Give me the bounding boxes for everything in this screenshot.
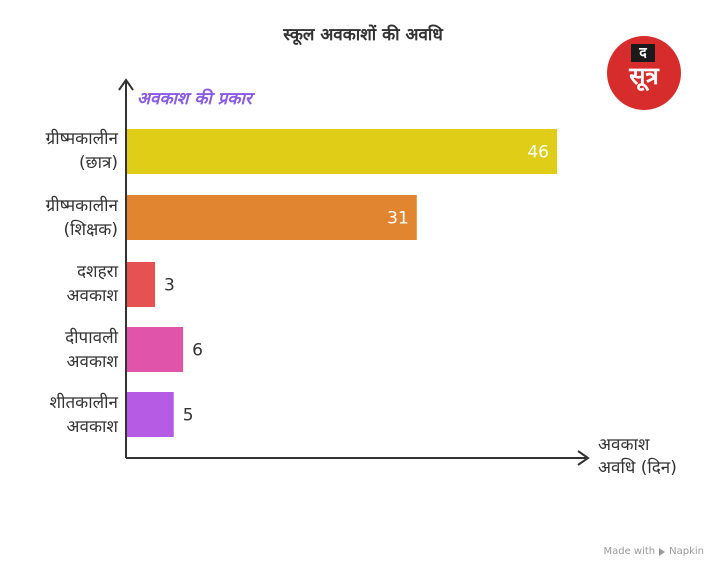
- logo-top-text: द: [631, 44, 655, 62]
- bar-value-label-3: 6: [192, 341, 203, 361]
- category-label-line: अवकाश: [66, 352, 118, 372]
- category-label-line: दीपावली: [65, 328, 118, 348]
- napkin-brand: Napkin: [669, 546, 704, 557]
- category-label-diwali: दीपावली अवकाश: [8, 326, 118, 374]
- x-axis-arrow: [577, 450, 590, 466]
- category-label-summer-students: ग्रीष्मकालीन (छात्र): [8, 127, 118, 175]
- bar-value-label-4: 5: [183, 406, 194, 426]
- category-label-line: अवकाश: [66, 417, 118, 437]
- category-label-line: (छात्र): [79, 153, 118, 173]
- napkin-icon: [659, 547, 666, 556]
- category-label-line: ग्रीष्मकालीन: [45, 196, 118, 216]
- category-label-dussehra: दशहरा अवकाश: [8, 260, 118, 308]
- category-label-line: ग्रीष्मकालीन: [45, 129, 118, 149]
- bar-2: [127, 262, 156, 307]
- x-axis-label-line: अवकाश: [598, 435, 650, 455]
- category-label-line: शीतकालीन: [49, 393, 118, 413]
- bar-1: [127, 195, 417, 240]
- bar-value-label-1: 31: [387, 209, 409, 229]
- category-label-line: (शिक्षक): [63, 220, 118, 240]
- bar-0: [127, 129, 557, 174]
- bar-value-label-0: 46: [527, 143, 549, 163]
- category-label-winter: शीतकालीन अवकाश: [8, 391, 118, 439]
- category-label-summer-teachers: ग्रीष्मकालीन (शिक्षक): [8, 194, 118, 242]
- bar-value-label-2: 3: [164, 276, 175, 296]
- brand-logo: द सूत्र: [607, 36, 681, 110]
- chart-title: स्कूल अवकाशों की अवधि: [283, 25, 443, 45]
- x-axis-label: अवकाश अवधि (दिन): [598, 434, 677, 480]
- made-with-text: Made with: [603, 546, 656, 557]
- made-with-napkin: Made with Napkin: [603, 546, 704, 557]
- bar-4: [127, 392, 174, 437]
- y-axis-arrow: [118, 78, 134, 91]
- bar-3: [127, 327, 184, 372]
- x-axis-label-line: अवधि (दिन): [598, 458, 677, 478]
- bar-group: 46 31 3 6 5: [127, 129, 557, 437]
- logo-main-text: सूत्र: [629, 62, 659, 90]
- y-axis-label: अवकाश की प्रकार: [137, 89, 252, 109]
- category-label-line: दशहरा: [77, 262, 118, 282]
- category-label-line: अवकाश: [66, 286, 118, 306]
